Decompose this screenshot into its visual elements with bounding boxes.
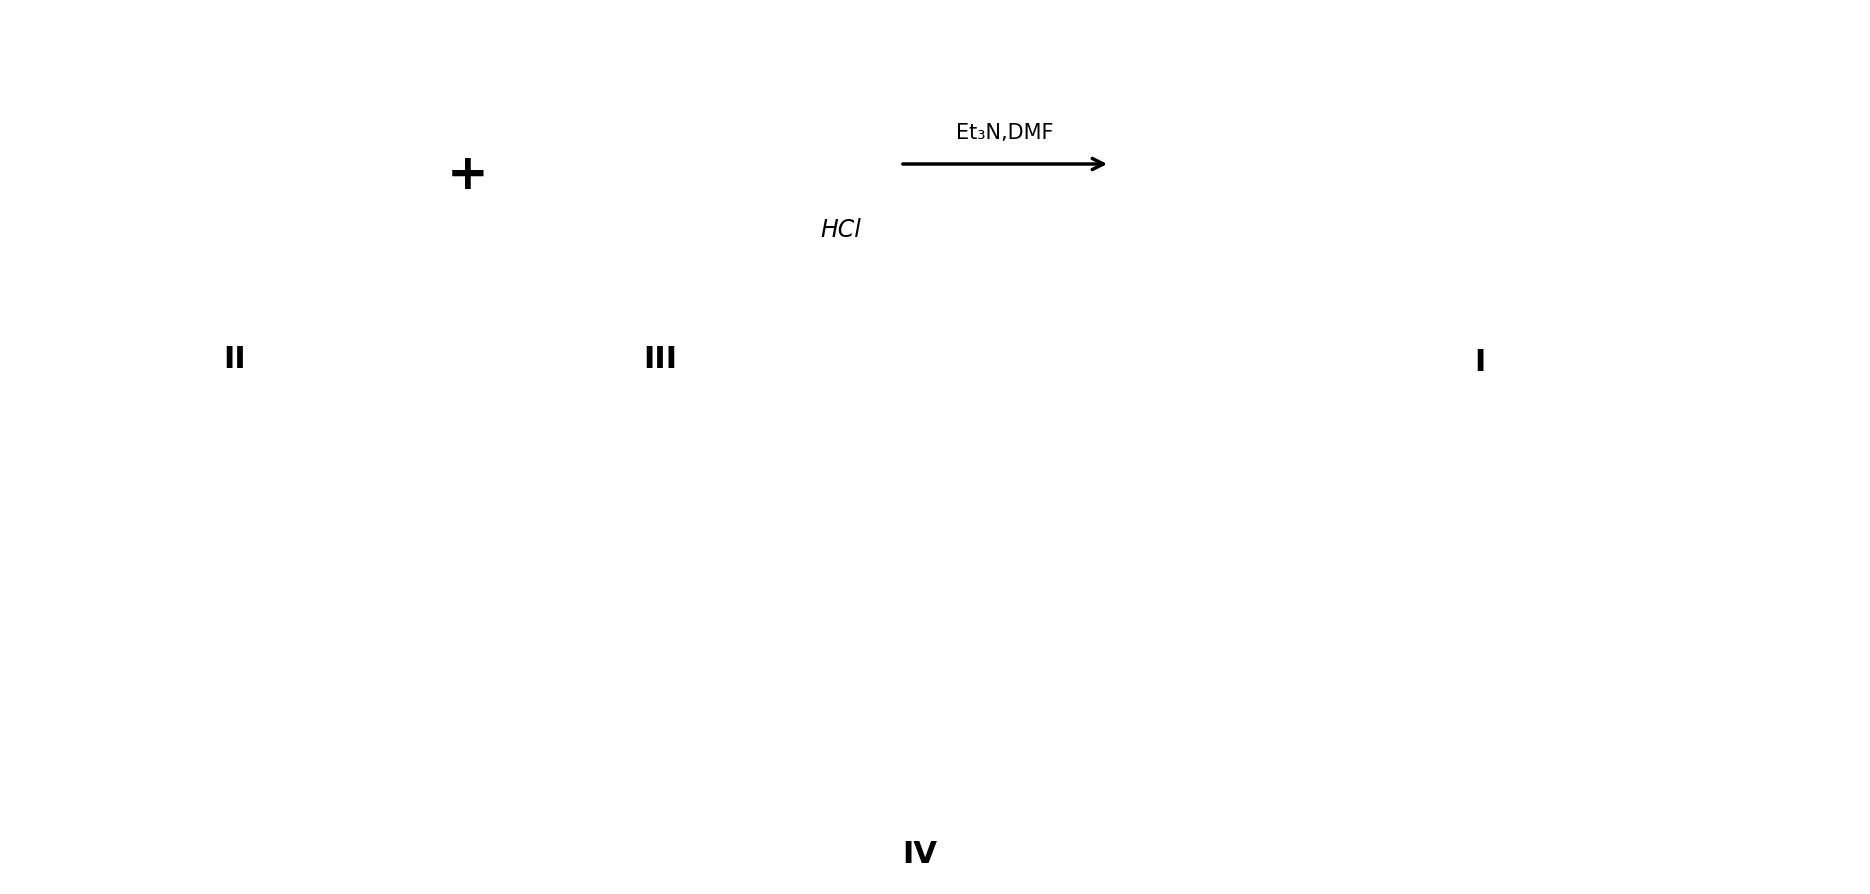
Text: II: II bbox=[224, 344, 247, 374]
Text: I: I bbox=[1474, 348, 1485, 376]
Text: III: III bbox=[643, 344, 677, 374]
Text: +: + bbox=[447, 151, 488, 198]
Text: IV: IV bbox=[903, 839, 937, 868]
Text: HCl: HCl bbox=[821, 218, 860, 241]
Text: Et₃N,DMF: Et₃N,DMF bbox=[956, 122, 1055, 143]
